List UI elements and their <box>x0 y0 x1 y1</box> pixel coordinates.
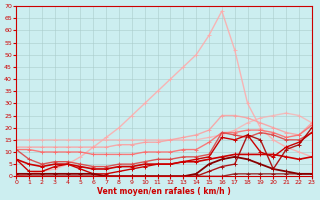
X-axis label: Vent moyen/en rafales ( km/h ): Vent moyen/en rafales ( km/h ) <box>97 187 231 196</box>
